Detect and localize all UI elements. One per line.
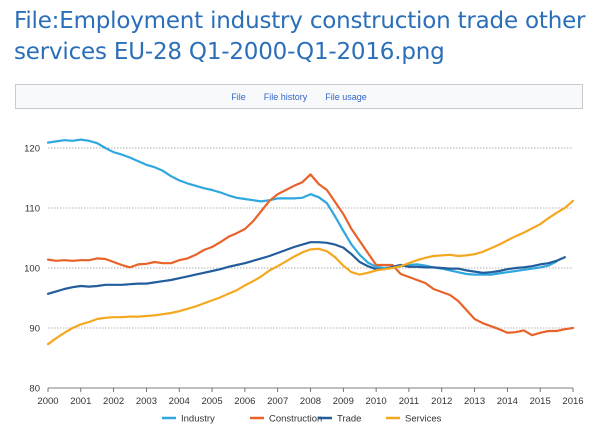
y-tick-label-110: 110	[25, 204, 40, 215]
employment-line-chart: 80 90 100 110 120 2000 2001 2002 2003 2004 2005 200…	[24, 138, 584, 425]
x-tick-label-2013: 2013	[464, 396, 485, 407]
x-tick-label-2016: 2016	[562, 396, 583, 407]
tab-file-usage[interactable]: File usage	[325, 91, 367, 102]
x-tick-label-2000: 2000	[37, 396, 58, 407]
x-tick-label-2001: 2001	[70, 396, 91, 407]
legend-label-services: Services	[405, 414, 442, 425]
x-tick-label-2006: 2006	[234, 396, 255, 407]
x-tick-label-2010: 2010	[366, 396, 387, 407]
x-tick-label-2004: 2004	[169, 396, 190, 407]
x-tick-label-2009: 2009	[333, 396, 354, 407]
x-tick-label-2012: 2012	[431, 396, 452, 407]
tab-file-history[interactable]: File history	[263, 91, 308, 102]
series-line-industry	[46, 138, 558, 276]
x-tick-label-2003: 2003	[136, 396, 157, 407]
x-tick-label-2005: 2005	[201, 396, 222, 407]
y-tick-label-90: 90	[29, 324, 40, 335]
x-tick-label-2015: 2015	[530, 396, 551, 407]
series-line-trade	[46, 241, 566, 295]
y-tick-label-80: 80	[29, 384, 40, 395]
chart-image: 80 90 100 110 120 2000 2001 2002 2003 2004 2005 200…	[0, 112, 600, 443]
legend-label-trade: Trade	[337, 414, 361, 425]
y-tick-label-120: 120	[24, 144, 40, 155]
x-tick-label-2002: 2002	[103, 396, 124, 407]
tab-file[interactable]: File	[231, 91, 246, 102]
y-tick-label-100: 100	[24, 264, 40, 275]
legend-label-industry: Industry	[181, 414, 215, 425]
legend-label-construction: Construction	[269, 414, 322, 425]
x-tick-label-2014: 2014	[497, 396, 518, 407]
page-title: File:Employment industry construction tr…	[14, 8, 586, 65]
series-line-services	[46, 199, 575, 346]
x-tick-label-2011: 2011	[399, 396, 419, 407]
file-tab-bar: File File history File usage	[15, 84, 583, 109]
x-tick-label-2008: 2008	[300, 396, 321, 407]
x-tick-label-2007: 2007	[267, 396, 288, 407]
series-line-construction	[46, 173, 575, 337]
